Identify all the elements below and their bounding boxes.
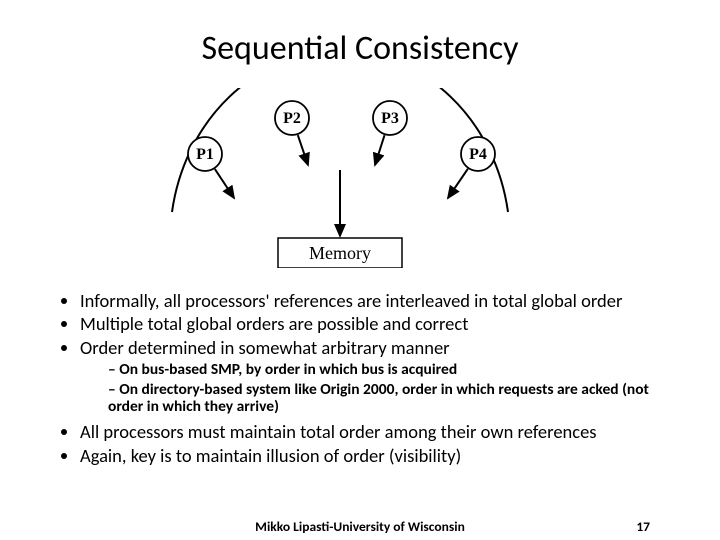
sub-bullet-item: On bus-based SMP, by order in which bus … — [108, 361, 680, 379]
bullet-item: Again, key is to maintain illusion of or… — [80, 445, 680, 466]
footer-attribution: Mikko Lipasti-University of Wisconsin — [0, 518, 720, 535]
slide-title: Sequential Consistency — [0, 28, 720, 69]
slide: Sequential Consistency Memory P1 P2 P3 P4 In… — [0, 0, 720, 540]
svg-text:P2: P2 — [283, 110, 301, 127]
page-number: 17 — [636, 518, 650, 535]
sub-bullet-item: On directory-based system like Origin 20… — [108, 381, 680, 417]
bullet-item: Multiple total global orders are possibl… — [80, 313, 680, 334]
svg-text:P3: P3 — [381, 110, 399, 127]
svg-text:P1: P1 — [196, 146, 214, 163]
svg-text:P4: P4 — [469, 146, 487, 163]
bullet-list: Informally, all processors' references a… — [56, 288, 680, 468]
svg-text:Memory: Memory — [309, 243, 371, 263]
consistency-diagram: Memory P1 P2 P3 P4 — [160, 88, 520, 268]
bullet-item: Order determined in somewhat arbitrary m… — [80, 337, 680, 358]
bullet-item: Informally, all processors' references a… — [80, 290, 680, 311]
bullet-item: All processors must maintain total order… — [80, 421, 680, 442]
